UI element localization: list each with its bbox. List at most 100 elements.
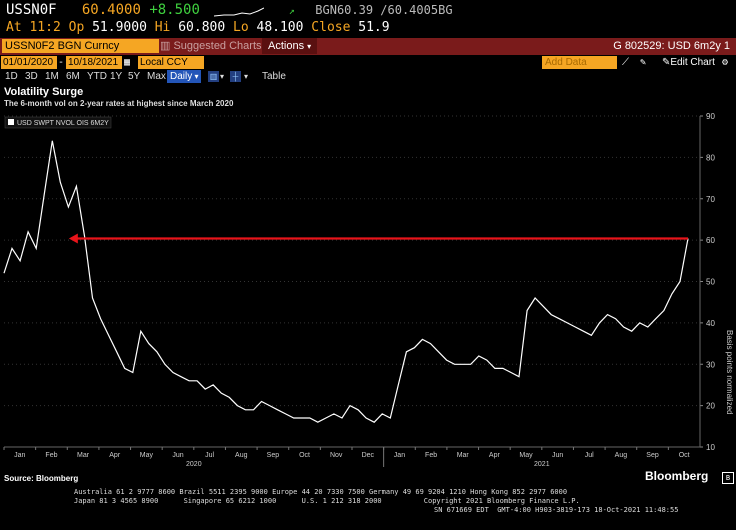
grid-lines: [4, 115, 700, 448]
calendar-icon[interactable]: ▦: [124, 57, 131, 68]
series-path: [3, 140, 689, 423]
x-tick-label: Feb: [45, 452, 57, 459]
x-tick-label: Dec: [362, 452, 375, 459]
tick-up-icon: ↗: [288, 6, 295, 17]
x-tick-label: Sep: [267, 452, 280, 459]
footer-line-1: Australia 61 2 9777 8600 Brazil 5511 239…: [74, 488, 568, 496]
high-label: Hi: [154, 20, 171, 35]
series-line: [3, 140, 689, 423]
x-tick-label: Sep: [646, 452, 659, 459]
x-tick-label: Aug: [615, 452, 628, 459]
date-bar: 01/01/2020 - 10/18/2021 ▦ Local CCY Add …: [0, 56, 736, 70]
chevron-down-icon[interactable]: ▾: [244, 72, 249, 81]
close-label: Close: [311, 20, 351, 35]
gear-icon[interactable]: ⚙: [722, 57, 729, 68]
arrow-head: [68, 233, 78, 244]
x-tick-label: Aug: [235, 452, 248, 459]
line-style-icon[interactable]: ⟋: [622, 57, 629, 68]
legend-swatch: [8, 119, 14, 125]
x-tick-label: Mar: [457, 452, 470, 459]
last-price: 60.4000: [81, 2, 141, 18]
year-label: 2021: [534, 461, 550, 468]
footer-line-3: SN 671669 EDT GMT-4:00 H903-3819-173 18-…: [434, 506, 679, 514]
y-tick-label: 90: [706, 112, 715, 121]
edit-chart-label: Edit Chart: [670, 57, 715, 68]
chart-title: Volatility Surge: [4, 86, 84, 98]
x-tick-label: Jun: [552, 452, 563, 459]
y-axis-ticks: 10 20 30 40 50 60 70 80 90: [699, 112, 715, 452]
chart-area[interactable]: 10 20 30 40 50 60 70 80 90 Jan Feb Mar Apr May Jun Jul…: [0, 110, 736, 470]
y-tick-label: 10: [706, 443, 715, 452]
edit-chart-button[interactable]: ✎Edit Chart: [662, 56, 715, 69]
open-label: Op: [68, 20, 85, 35]
high-value: 60.800: [178, 20, 226, 35]
x-tick-label: Jan: [14, 452, 25, 459]
price-change: +8.500: [149, 2, 200, 18]
bgn-label: BGN: [315, 3, 337, 17]
period-5y[interactable]: 5Y: [128, 71, 141, 82]
x-tick-label: Oct: [679, 452, 690, 459]
sparkline-icon: [214, 5, 265, 17]
period-1y[interactable]: 1Y: [110, 71, 123, 82]
chart-icon: ▥: [160, 40, 174, 52]
x-tick-label: May: [519, 452, 533, 459]
ticker: USSN0F: [6, 2, 57, 18]
footer-contacts: Australia 61 2 9777 8600 Brazil 5511 239…: [74, 488, 678, 515]
annotation-arrow: [68, 233, 688, 244]
close-value: 51.9: [358, 20, 390, 35]
currency-select[interactable]: Local CCY: [138, 56, 204, 69]
quote-line-2: At 11:2 Op 51.9000 Hi 60.800 Lo 48.100 C…: [6, 20, 390, 38]
y-tick-label: 20: [706, 402, 715, 411]
add-data-input[interactable]: Add Data: [542, 56, 617, 69]
actions-menu[interactable]: Actions ▾: [262, 38, 318, 54]
y-tick-label: 30: [706, 360, 715, 369]
period-ytd[interactable]: YTD: [87, 71, 107, 82]
table-button[interactable]: Table: [262, 71, 286, 82]
x-tick-label: Jan: [394, 452, 405, 459]
frequency-label: Daily: [170, 71, 193, 82]
bgn-value: 60.39 /60.4005: [336, 3, 439, 17]
period-3d[interactable]: 3D: [25, 71, 38, 82]
legend-box: [4, 116, 112, 129]
x-tick-label: May: [140, 452, 154, 459]
date-separator: -: [58, 57, 65, 68]
security-title: G 802529: USD 6m2y 1: [613, 40, 730, 52]
frequency-select[interactable]: Daily ▾: [167, 70, 202, 83]
low-label: Lo: [233, 20, 249, 35]
year-label: 2020: [186, 461, 202, 468]
period-1m[interactable]: 1M: [45, 71, 59, 82]
start-date-input[interactable]: 01/01/2020: [1, 56, 57, 69]
x-tick-label: Jul: [205, 452, 214, 459]
x-tick-label: Feb: [425, 452, 437, 459]
chart-type-icon[interactable]: ▥: [208, 71, 219, 82]
source-label: Source: Bloomberg: [4, 474, 79, 483]
period-6m[interactable]: 6M: [66, 71, 80, 82]
period-1d[interactable]: 1D: [5, 71, 18, 82]
bloomberg-logo: Bloomberg: [645, 469, 709, 483]
period-max[interactable]: Max: [147, 71, 166, 82]
x-axis-ticks: Jan Feb Mar Apr May Jun Jul Aug Sep Oct Nov Dec Jan F…: [3, 446, 700, 468]
x-tick-label: Oct: [299, 452, 310, 459]
x-tick-label: Nov: [330, 452, 343, 459]
chevron-down-icon: ▾: [192, 72, 199, 81]
title-bar: USSN0F2 BGN Curncy ▥ Suggested Charts Ac…: [0, 38, 736, 55]
y-tick-label: 80: [706, 153, 715, 162]
chevron-down-icon[interactable]: ▾: [220, 72, 225, 81]
x-tick-label: Apr: [109, 452, 121, 459]
legend-label: USD SWPT NVOL OIS 6M2Y: [17, 120, 109, 127]
y-tick-label: 50: [706, 278, 715, 287]
x-tick-label: Jun: [172, 452, 183, 459]
footer-line-2: Japan 81 3 4565 8900 Singapore 65 6212 1…: [74, 497, 580, 505]
bar-style-icon[interactable]: ┼: [230, 71, 241, 82]
chevron-down-icon: ▾: [307, 42, 312, 51]
end-date-input[interactable]: 10/18/2021: [66, 56, 122, 69]
bgn-suffix: BG: [438, 3, 453, 17]
period-toolbar: 1D 3D 1M 6M YTD 1Y 5Y Max Daily ▾ ▥ ▾ ┼ …: [0, 70, 736, 84]
y-tick-label: 40: [706, 319, 715, 328]
annotate-icon[interactable]: ✎: [640, 57, 647, 68]
quote-line-1: USSN0F 60.4000 +8.500 ↗ BGN60.39 /60.400…: [6, 2, 453, 20]
security-input[interactable]: USSN0F2 BGN Curncy: [2, 39, 159, 53]
bloomberg-icon: B: [722, 472, 734, 484]
suggested-charts-button[interactable]: ▥ Suggested Charts: [160, 39, 262, 53]
y-axis-label: Basis points normalized: [725, 330, 734, 414]
